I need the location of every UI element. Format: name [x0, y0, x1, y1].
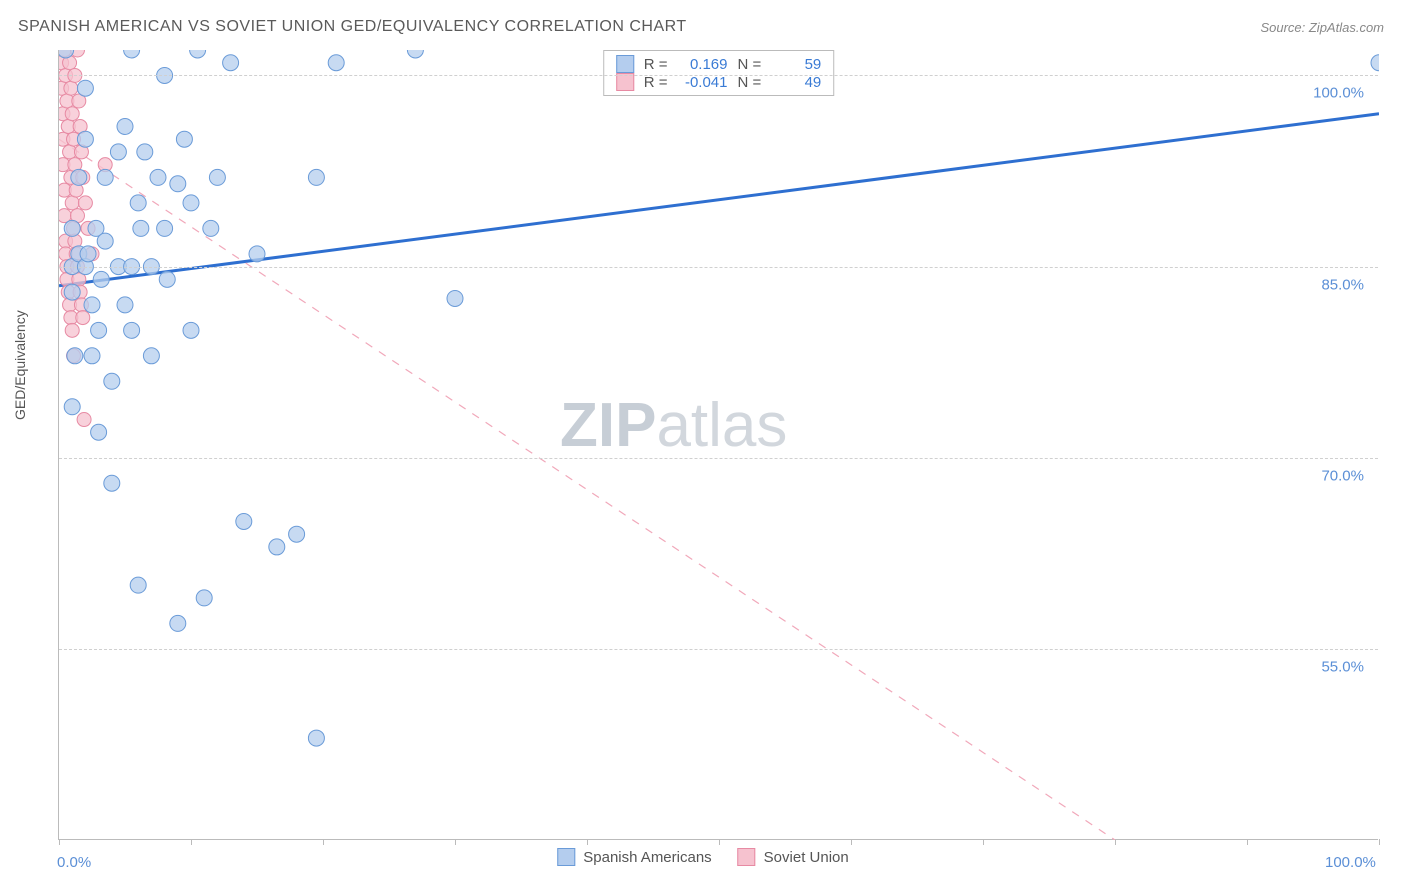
data-point	[65, 323, 79, 337]
data-point	[328, 55, 344, 71]
x-tick	[455, 839, 456, 845]
data-point	[65, 196, 79, 210]
data-point	[236, 513, 252, 529]
data-point	[97, 169, 113, 185]
data-point	[78, 196, 92, 210]
grid-line-h	[59, 458, 1378, 459]
data-point	[64, 284, 80, 300]
data-point	[93, 271, 109, 287]
legend-item: Spanish Americans	[557, 848, 711, 866]
data-point	[308, 730, 324, 746]
data-point	[1371, 55, 1379, 71]
x-tick	[191, 839, 192, 845]
legend-row: R = 0.169 N = 59	[616, 55, 822, 73]
data-point	[67, 348, 83, 364]
trend-line	[59, 139, 1115, 840]
data-point	[64, 399, 80, 415]
data-point	[407, 50, 423, 58]
data-point	[104, 475, 120, 491]
x-tick	[587, 839, 588, 845]
legend-swatch	[616, 55, 634, 73]
data-point	[104, 373, 120, 389]
data-point	[130, 195, 146, 211]
data-point	[170, 176, 186, 192]
source-attribution: Source: ZipAtlas.com	[1260, 20, 1384, 35]
data-point	[110, 144, 126, 160]
data-point	[137, 144, 153, 160]
x-tick	[59, 839, 60, 845]
y-tick-label: 70.0%	[1321, 467, 1364, 484]
y-tick-label: 85.0%	[1321, 276, 1364, 293]
data-point	[71, 169, 87, 185]
x-tick	[983, 839, 984, 845]
y-tick-label: 55.0%	[1321, 658, 1364, 675]
r-value: 0.169	[678, 56, 728, 73]
data-point	[91, 322, 107, 338]
grid-line-h	[59, 75, 1378, 76]
data-point	[249, 246, 265, 262]
data-point	[196, 590, 212, 606]
data-point	[97, 233, 113, 249]
data-point	[183, 322, 199, 338]
chart-plot-area: R = 0.169 N = 59 R = -0.041 N = 49 55.0%…	[58, 50, 1378, 840]
n-label: N =	[738, 56, 762, 73]
chart-title: SPANISH AMERICAN VS SOVIET UNION GED/EQU…	[18, 18, 687, 36]
legend-swatch	[738, 848, 756, 866]
data-point	[77, 131, 93, 147]
data-point	[289, 526, 305, 542]
legend-label: Spanish Americans	[583, 849, 711, 866]
data-point	[183, 195, 199, 211]
data-point	[65, 107, 79, 121]
data-point	[223, 55, 239, 71]
data-point	[124, 322, 140, 338]
r-label: R =	[644, 56, 668, 73]
data-point	[117, 118, 133, 134]
data-point	[157, 220, 173, 236]
data-point	[133, 220, 149, 236]
data-point	[203, 220, 219, 236]
legend-swatch	[557, 848, 575, 866]
data-point	[159, 271, 175, 287]
x-tick-label: 100.0%	[1325, 854, 1376, 871]
data-point	[76, 311, 90, 325]
data-point	[84, 348, 100, 364]
series-legend: Spanish Americans Soviet Union	[557, 848, 848, 866]
data-point	[209, 169, 225, 185]
data-point	[64, 81, 78, 95]
x-tick	[323, 839, 324, 845]
data-point	[91, 424, 107, 440]
data-point	[77, 413, 91, 427]
data-point	[124, 50, 140, 58]
x-tick	[1247, 839, 1248, 845]
correlation-legend: R = 0.169 N = 59 R = -0.041 N = 49	[603, 50, 835, 96]
data-point	[117, 297, 133, 313]
data-point	[190, 50, 206, 58]
x-tick	[1115, 839, 1116, 845]
scatter-plot-svg	[59, 50, 1379, 840]
legend-label: Soviet Union	[764, 849, 849, 866]
legend-item: Soviet Union	[738, 848, 849, 866]
data-point	[84, 297, 100, 313]
n-value: 59	[771, 56, 821, 73]
x-tick	[719, 839, 720, 845]
data-point	[143, 348, 159, 364]
data-point	[269, 539, 285, 555]
data-point	[77, 80, 93, 96]
data-point	[176, 131, 192, 147]
y-tick-label: 100.0%	[1313, 85, 1364, 102]
x-tick	[1379, 839, 1380, 845]
data-point	[170, 615, 186, 631]
x-tick	[851, 839, 852, 845]
data-point	[130, 577, 146, 593]
data-point	[150, 169, 166, 185]
x-tick-label: 0.0%	[57, 854, 91, 871]
data-point	[80, 246, 96, 262]
grid-line-h	[59, 267, 1378, 268]
data-point	[64, 220, 80, 236]
grid-line-h	[59, 649, 1378, 650]
data-point	[447, 290, 463, 306]
data-point	[308, 169, 324, 185]
y-axis-label: GED/Equivalency	[12, 310, 28, 420]
